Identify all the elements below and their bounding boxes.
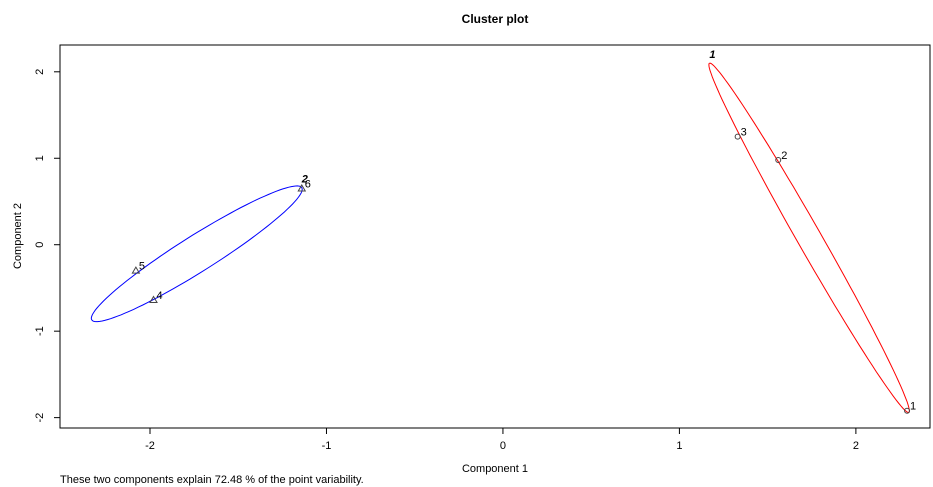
point-label: 3 xyxy=(741,127,747,139)
point xyxy=(131,266,141,274)
y-tick-label: 2 xyxy=(34,69,46,75)
point-label: 1 xyxy=(910,401,916,413)
cluster-ellipse xyxy=(708,62,910,414)
x-tick-label: 0 xyxy=(500,440,506,452)
x-axis-label: Component 1 xyxy=(462,463,528,475)
cluster-label: 1 xyxy=(709,49,715,61)
plot-frame xyxy=(59,44,931,429)
point-label: 4 xyxy=(157,290,163,302)
y-tick-label: -1 xyxy=(34,326,46,336)
footnote: These two components explain 72.48 % of … xyxy=(60,474,364,486)
x-tick-label: 2 xyxy=(853,440,859,452)
cluster-label: 2 xyxy=(301,174,308,186)
point xyxy=(297,184,307,192)
cluster-ellipse xyxy=(90,185,303,323)
point xyxy=(734,133,741,140)
x-tick-label: 1 xyxy=(676,440,682,452)
y-tick-label: 0 xyxy=(34,242,46,248)
y-tick-label: -2 xyxy=(34,413,46,423)
point xyxy=(775,156,782,163)
chart-title: Cluster plot xyxy=(462,12,529,26)
point xyxy=(149,295,158,304)
point-label: 6 xyxy=(305,178,311,190)
point-label: 5 xyxy=(139,261,145,273)
point-label: 2 xyxy=(781,150,787,162)
point xyxy=(904,407,911,414)
x-tick-label: -1 xyxy=(322,440,332,452)
x-tick-label: -2 xyxy=(145,440,155,452)
y-tick-label: 1 xyxy=(34,155,46,161)
y-axis-label: Component 2 xyxy=(12,203,24,269)
